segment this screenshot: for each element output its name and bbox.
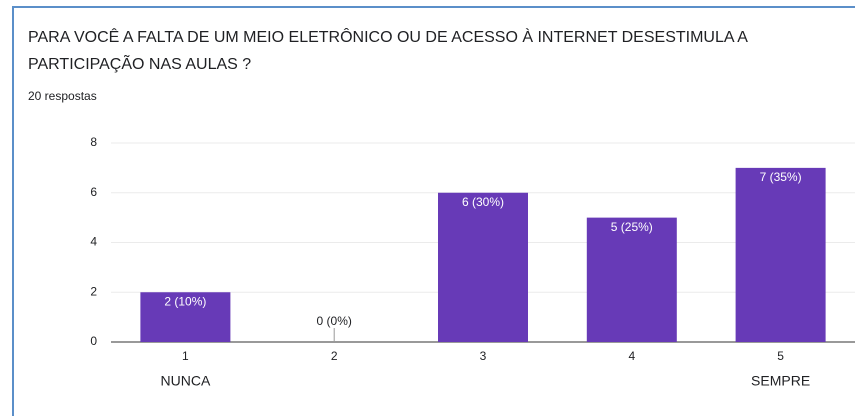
x-tick-label: 5 bbox=[777, 349, 784, 363]
data-label: 7 (35%) bbox=[760, 170, 802, 184]
y-tick-label: 0 bbox=[90, 334, 97, 348]
x-tick-label: 4 bbox=[628, 349, 635, 363]
y-tick-label: 6 bbox=[90, 185, 97, 199]
card-border bbox=[12, 6, 855, 416]
x-tick-label: 2 bbox=[331, 349, 338, 363]
x-tick-label: 1 bbox=[182, 349, 189, 363]
bar bbox=[438, 192, 528, 342]
x-tick-label: 3 bbox=[480, 349, 487, 363]
y-tick-label: 8 bbox=[90, 135, 97, 149]
chart-title: PARA VOCÊ A FALTA DE UM MEIO ELETRÔNICO … bbox=[28, 29, 747, 73]
y-tick-label: 4 bbox=[90, 235, 97, 249]
x-annotation: SEMPRE bbox=[751, 373, 810, 389]
chart-subtitle: 20 respostas bbox=[28, 89, 97, 103]
bar bbox=[735, 167, 826, 342]
bar bbox=[140, 292, 231, 342]
bar bbox=[586, 217, 677, 342]
data-label: 5 (25%) bbox=[611, 220, 653, 234]
y-tick-label: 2 bbox=[90, 284, 97, 298]
x-annotation: NUNCA bbox=[161, 373, 211, 389]
data-label: 0 (0%) bbox=[317, 314, 352, 328]
data-label: 2 (10%) bbox=[164, 294, 206, 308]
data-label: 6 (30%) bbox=[462, 195, 504, 209]
